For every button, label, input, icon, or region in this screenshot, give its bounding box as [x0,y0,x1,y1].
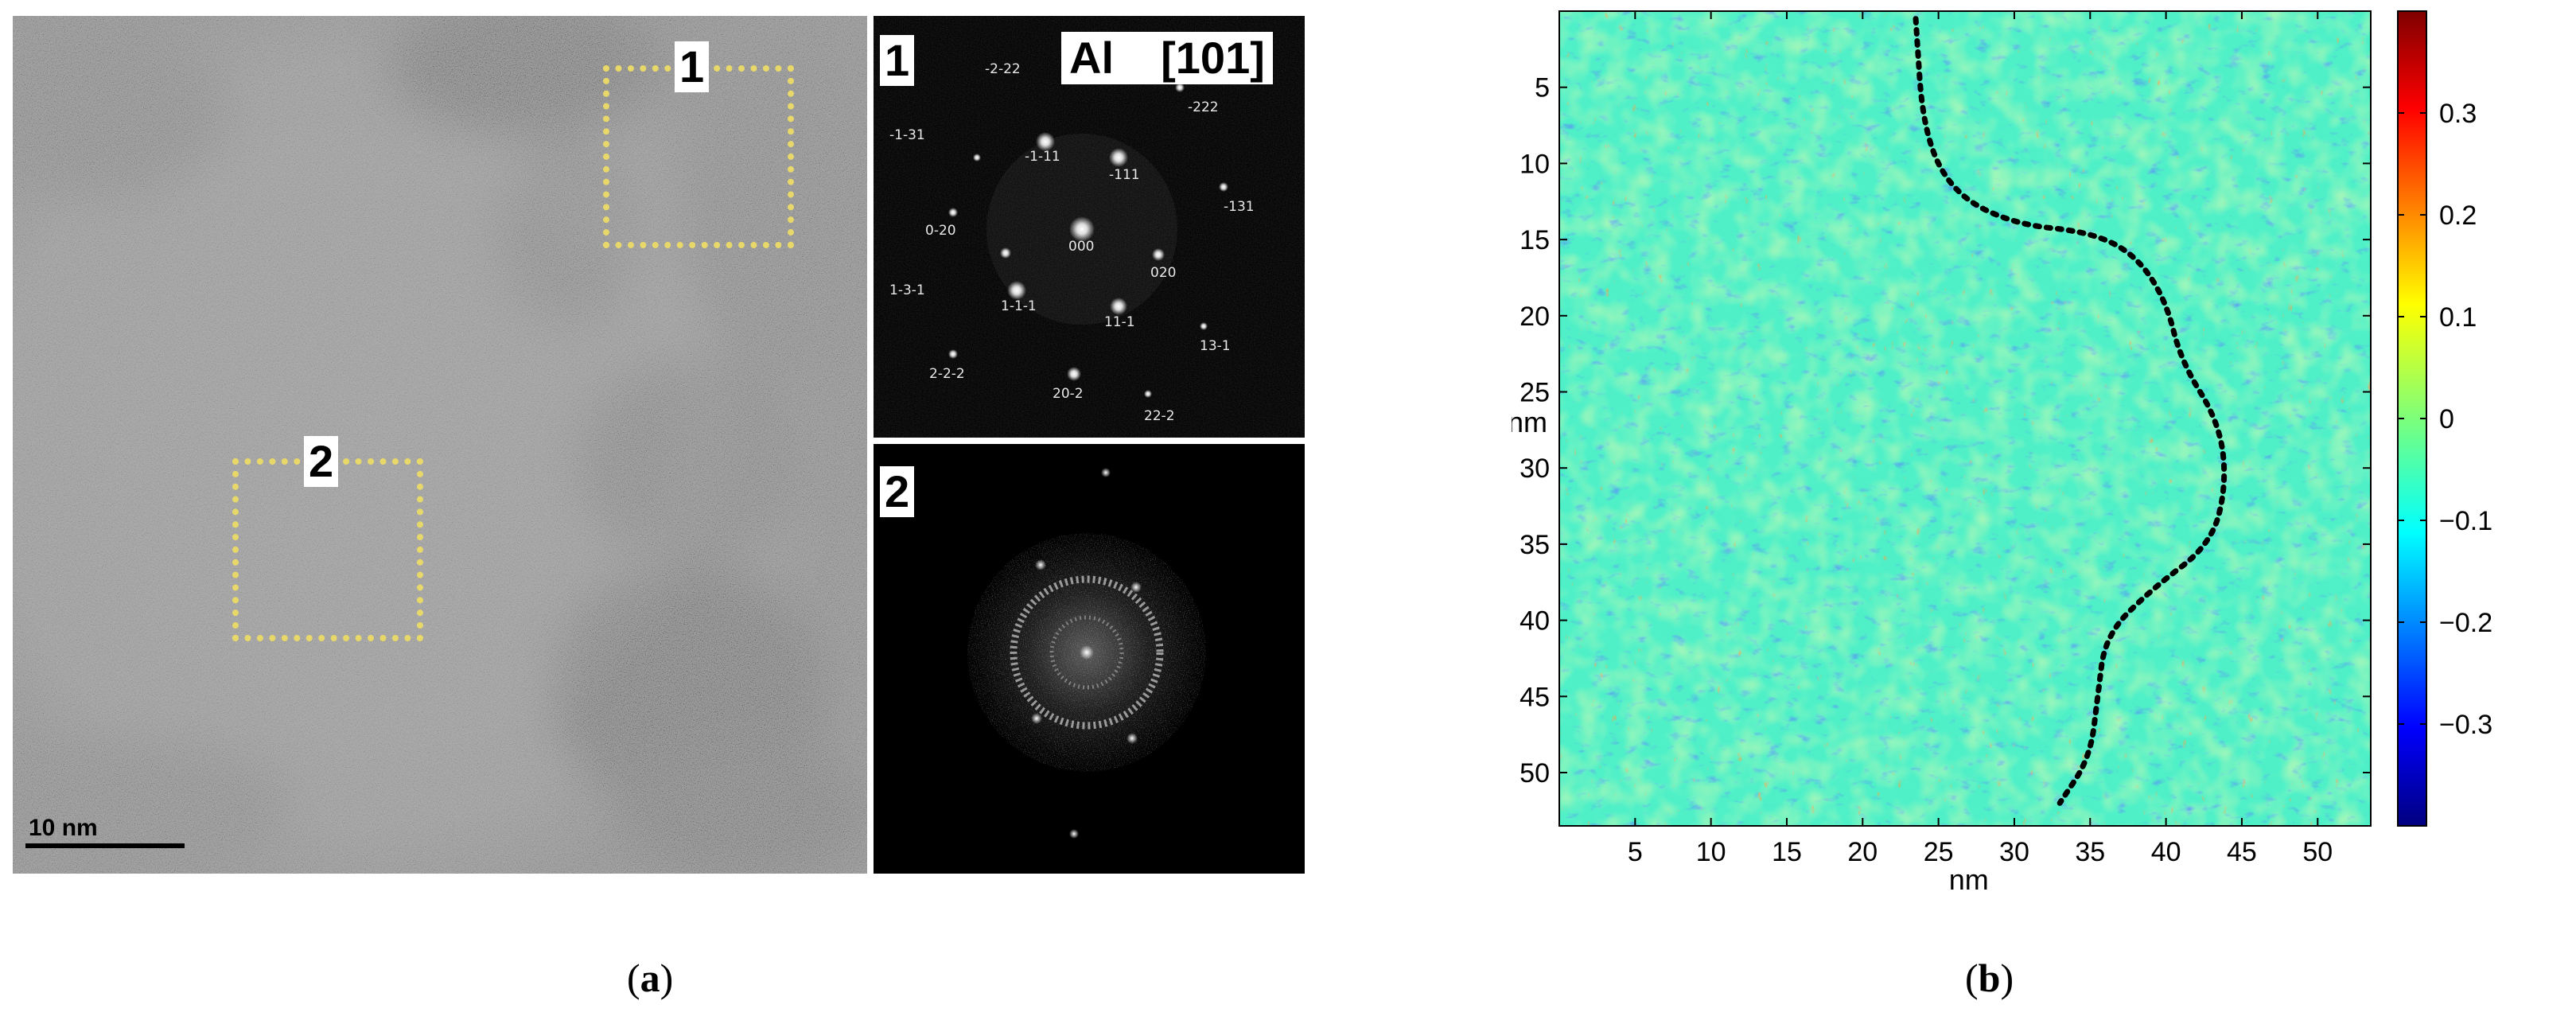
roi-box-1 [603,65,794,248]
colorbar-tick-label: 0.2 [2439,201,2477,231]
spot-label: -1-11 [1025,149,1060,165]
heatmap-texture [1559,11,2371,826]
y-tick-label: 35 [1520,530,1550,560]
y-tick-label: 20 [1520,302,1550,332]
grain-boundary-curve [1913,16,2228,806]
y-axis-label: nm [1512,406,1547,438]
y-tick-label: 30 [1520,454,1550,484]
caption-a: (a) [627,956,674,1000]
fft-pattern-2: 2 [874,444,1305,874]
spot-label: 0-20 [925,223,956,239]
y-tick-label: 50 [1520,758,1550,788]
tem-image [13,16,867,874]
fft-1-label: 1 [880,35,915,86]
x-axis-label: nm [1949,863,1989,896]
fft-1-diffraction: -2-22 -222 -1-31 -1-11 -111 -131 0-20 00… [874,16,1305,438]
fft-1-title: Al [101] [1061,32,1273,84]
spot-label: 020 [1150,265,1176,281]
y-tick-label: 25 [1520,378,1550,408]
x-tick-label: 30 [1999,837,2029,867]
heatmap-frame [1558,10,2372,827]
colorbar-tick-label: 0.1 [2439,302,2477,333]
spot-label: -2-22 [985,61,1021,77]
fft-2-label: 2 [880,466,915,517]
spot-label: 2-2-2 [929,366,965,382]
x-tick-label: 45 [2227,837,2257,867]
caption-b-letter: b [1978,956,2001,1000]
spot-label: 13-1 [1200,338,1231,354]
colorbar-tick-label: −0.3 [2439,710,2492,740]
y-tick-label: 15 [1520,225,1550,255]
y-tick-label: 45 [1520,682,1550,712]
fft-1-element: Al [1069,33,1114,83]
colorbar-ticks: 0.3 0.2 0.1 0 −0.1 −0.2 −0.3 [2398,99,2492,740]
spot-label: 1-1-1 [1001,298,1037,314]
caption-a-letter: a [640,956,660,1000]
spot-label: -131 [1224,199,1255,215]
y-tick-label: 5 [1535,73,1550,103]
colorbar-tick-label: −0.1 [2439,506,2492,536]
tem-micrograph: 1 2 10 nm [13,16,867,874]
x-tick-label: 25 [1924,837,1954,867]
spot-label: 000 [1068,239,1094,255]
fft-divider [874,438,1305,444]
x-tick-label: 20 [1847,837,1878,867]
fft-1-zone-axis: [101] [1161,33,1265,83]
roi-label-2: 2 [304,436,339,487]
caption-b: (b) [1965,956,2014,1000]
fft-2-diffraction [874,444,1305,874]
x-tick-label: 50 [2302,837,2333,867]
x-axis: 5 10 15 20 25 30 35 40 45 50 [1628,11,2333,867]
strain-heatmap: 5 10 15 20 25 30 35 40 45 50 5101520253035404550 … [1508,10,2492,896]
spot-label: 11-1 [1104,314,1135,330]
x-tick-label: 35 [2075,837,2105,867]
spot-label: 20-2 [1053,386,1084,402]
spot-label: -1-31 [889,127,925,143]
colorbar-tick-label: 0 [2439,404,2454,434]
x-tick-label: 40 [2151,837,2181,867]
spot-label: 1-3-1 [889,282,925,298]
fft-pattern-1: -2-22 -222 -1-31 -1-11 -111 -131 0-20 00… [874,16,1305,438]
colorbar-tick-label: −0.2 [2439,608,2492,638]
colorbar-tick-label: 0.3 [2439,99,2477,129]
x-tick-label: 10 [1696,837,1726,867]
spot-label: -222 [1188,99,1219,115]
roi-label-1: 1 [675,41,710,92]
scale-bar-label: 10 nm [29,815,98,841]
x-tick-label: 15 [1772,837,1802,867]
panel-a: 1 2 10 nm [13,16,1305,874]
heatmap-area [1558,10,2372,827]
y-axis: 5 10 15 20 25 30 35 40 45 50 [1520,73,2371,788]
y-tick-label: 10 [1520,149,1550,179]
panel-b-strain-map: 5 10 15 20 25 30 35 40 45 50 5 10 15 20 25 30 35 40 45 50 … [1508,8,2562,955]
x-tick-label: 5 [1628,837,1643,867]
scale-bar [25,843,185,848]
spot-label: 22-2 [1144,408,1175,424]
spot-label: -111 [1109,167,1140,183]
y-tick-label: 40 [1520,606,1550,637]
